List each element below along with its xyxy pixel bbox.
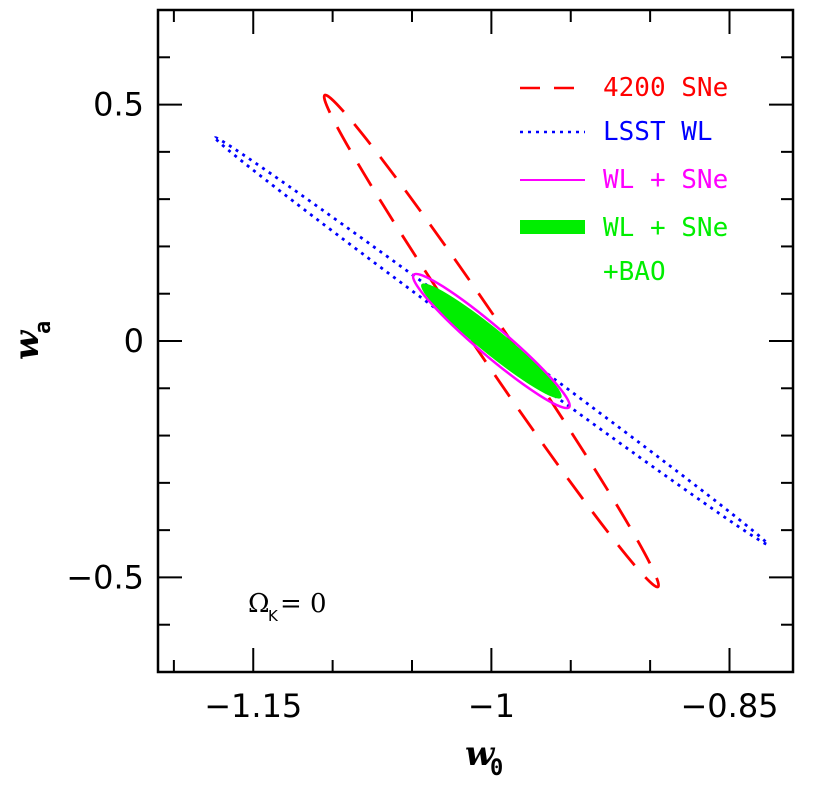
ellipse-wl-sne (411, 272, 571, 410)
y-axis-label-subscript: a (31, 321, 56, 334)
x-tick-label: −1.15 (204, 687, 302, 725)
legend-label-lsst-wl: LSST WL (603, 117, 713, 147)
legend-label-wl-sne-bao: WL + SNe (603, 213, 728, 243)
annotation-value: = 0 (280, 589, 327, 619)
omega-annotation: Ω K = 0 (248, 589, 327, 625)
legend-label-wl-sne-bao-line2: +BAO (603, 257, 666, 287)
plot-frame (156, 8, 795, 674)
x-axis-label-subscript: 0 (490, 756, 503, 781)
axis-ticks (158, 10, 793, 672)
ellipse-wl-sne-bao (421, 283, 562, 399)
ellipse-4200-sne (322, 93, 661, 589)
legend-swatch-wl-sne-bao (520, 220, 585, 234)
y-axis-label: w (7, 329, 47, 360)
legend: 4200 SNe LSST WL WL + SNe WL + SNe +BAO (520, 73, 728, 287)
legend-label-wl-sne: WL + SNe (603, 165, 728, 195)
y-tick-label: −0.5 (66, 558, 144, 596)
contour-layer (213, 93, 770, 589)
x-tick-label: −0.85 (680, 687, 778, 725)
tick-labels: −1.15 −1 −0.85 0.5 0 −0.5 (66, 86, 778, 725)
y-axis-title: w a (7, 321, 56, 360)
y-tick-label: 0 (124, 322, 144, 360)
x-tick-label: −1 (468, 687, 515, 725)
legend-label-4200-sne: 4200 SNe (603, 73, 728, 103)
annotation-symbol: Ω (248, 589, 270, 619)
x-axis-label: w (465, 734, 496, 774)
annotation-subscript: K (268, 607, 279, 625)
y-tick-label: 0.5 (93, 86, 144, 124)
x-axis-title: w 0 (465, 734, 503, 781)
